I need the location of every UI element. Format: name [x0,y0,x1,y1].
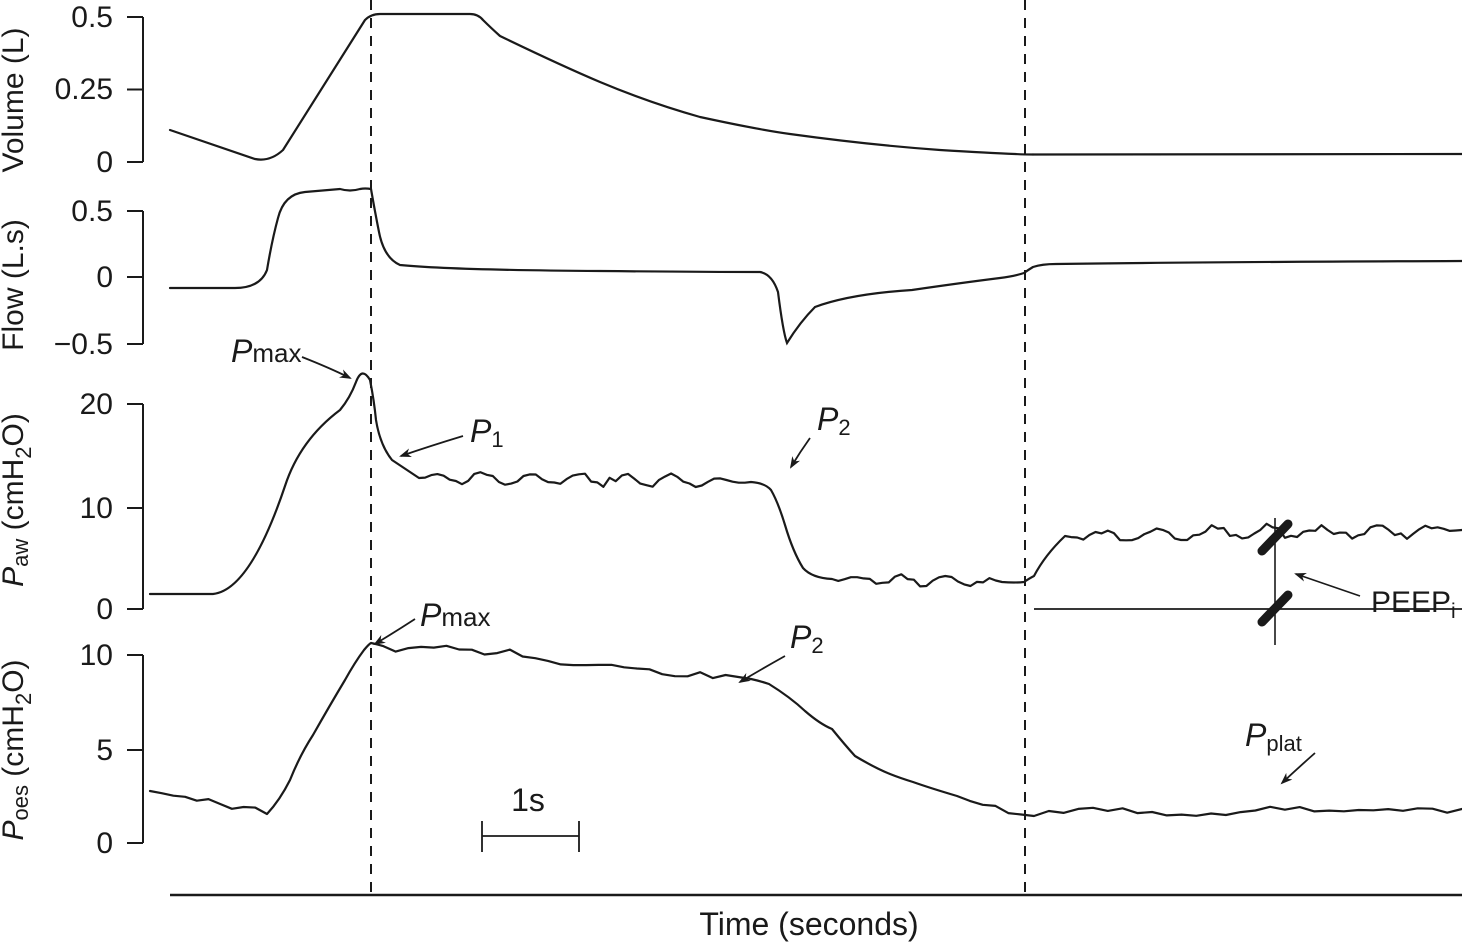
svg-text:10: 10 [80,639,113,672]
svg-text:0: 0 [96,593,113,626]
svg-text:0.5: 0.5 [71,195,113,228]
svg-text:0.5: 0.5 [71,1,113,34]
svg-text:5: 5 [96,734,113,767]
svg-text:Volume (L): Volume (L) [0,27,30,172]
svg-text:20: 20 [80,388,113,421]
svg-text:0: 0 [96,261,113,294]
svg-text:0: 0 [96,146,113,179]
svg-text:1s: 1s [511,782,545,818]
svg-text:Time (seconds): Time (seconds) [699,906,918,942]
svg-text:Flow (L.s): Flow (L.s) [0,219,30,351]
svg-text:PEEPi: PEEPi [1371,586,1456,623]
svg-text:10: 10 [80,492,113,525]
svg-text:Pmax: Pmax [420,597,490,633]
svg-text:−0.5: −0.5 [54,328,113,361]
svg-text:Pmax: Pmax [231,333,301,369]
svg-text:0.25: 0.25 [55,73,113,106]
svg-text:0: 0 [96,827,113,860]
